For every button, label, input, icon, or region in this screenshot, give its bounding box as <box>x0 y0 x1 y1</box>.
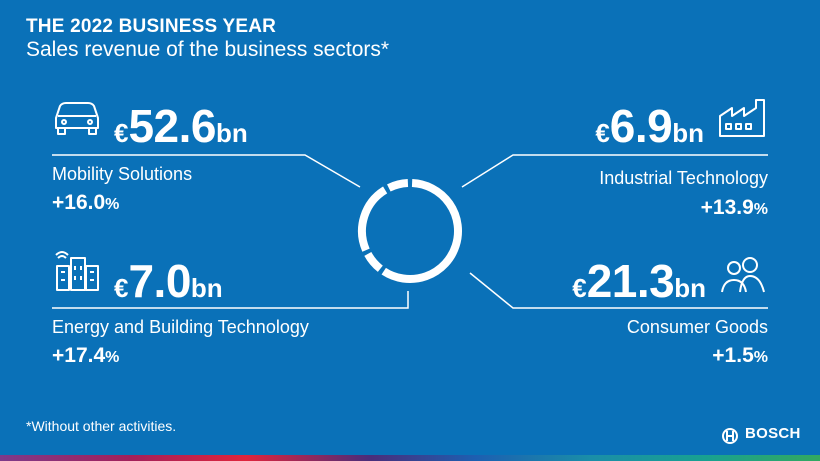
industrial-growth-unit: % <box>753 201 768 218</box>
energy-currency: € <box>114 273 129 303</box>
bosch-logo-text: BOSCH <box>745 425 801 442</box>
industrial-unit: bn <box>672 118 704 148</box>
energy-unit: bn <box>190 273 223 303</box>
mobility-growth-unit: % <box>105 196 120 213</box>
factory-icon <box>719 99 765 137</box>
bosch-logo: BOSCH <box>720 425 801 442</box>
mobility-label: Mobility Solutions <box>52 164 193 184</box>
consumer-growth: +1.5% <box>712 344 768 368</box>
page-subtitle: Sales revenue of the business sectors* <box>26 38 390 61</box>
industrial-amount: €6.9bn <box>595 103 704 149</box>
industrial-label: Industrial Technology <box>599 168 768 188</box>
brand-color-bar <box>0 455 820 461</box>
energy-label: Energy and Building Technology <box>52 317 309 337</box>
consumer-value: 21.3 <box>586 255 675 307</box>
consumer-currency: € <box>572 273 587 303</box>
energy-amount: €7.0bn <box>114 258 223 304</box>
donut-segment-consumer-goods <box>358 186 388 252</box>
connector-consumer <box>469 272 768 309</box>
mobility-growth-value: +16.0 <box>52 191 106 214</box>
energy-growth-value: +17.4 <box>52 344 106 367</box>
mobility-value: 52.6 <box>128 100 216 152</box>
donut-segment-energy-and-building-technology <box>387 179 409 192</box>
consumer-amount: €21.3bn <box>572 258 706 304</box>
energy-growth: +17.4% <box>52 344 119 368</box>
mobility-amount: €52.6bn <box>114 103 248 149</box>
energy-growth-unit: % <box>105 349 120 366</box>
car-icon <box>55 102 99 135</box>
industrial-currency: € <box>595 118 610 148</box>
people-icon <box>721 257 765 293</box>
page-title: THE 2022 BUSINESS YEAR <box>26 16 277 37</box>
donut-segment-industrial-technology <box>364 251 383 272</box>
mobility-currency: € <box>114 118 129 148</box>
connector-mobility <box>52 154 361 188</box>
footnote: *Without other activities. <box>26 418 177 434</box>
consumer-growth-unit: % <box>753 349 768 366</box>
consumer-label: Consumer Goods <box>626 317 768 337</box>
industrial-growth: +13.9% <box>701 196 768 220</box>
connector-energy <box>52 291 409 309</box>
mobility-growth: +16.0% <box>52 191 119 215</box>
connector-industrial <box>461 154 768 188</box>
mobility-unit: bn <box>216 118 248 148</box>
industrial-growth-value: +13.9 <box>700 196 754 219</box>
donut-segment-mobility-solutions <box>381 179 462 283</box>
consumer-growth-value: +1.5 <box>712 344 754 367</box>
buildings-icon <box>55 251 99 291</box>
bosch-logo-icon <box>722 428 738 444</box>
energy-value: 7.0 <box>128 255 191 307</box>
donut-chart <box>358 179 462 283</box>
consumer-unit: bn <box>674 273 706 303</box>
industrial-value: 6.9 <box>609 100 673 152</box>
